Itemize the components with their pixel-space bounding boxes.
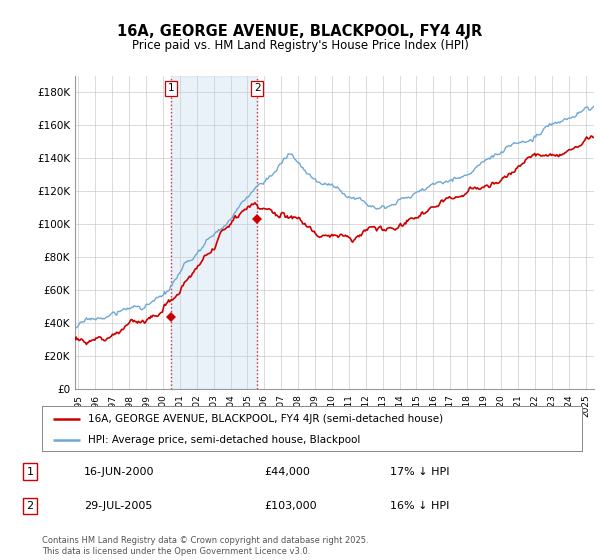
Bar [170,76,257,389]
Text: 16% ↓ HPI: 16% ↓ HPI [390,501,449,511]
Text: Contains HM Land Registry data © Crown copyright and database right 2025.
This d: Contains HM Land Registry data © Crown c… [42,536,368,556]
Text: £44,000: £44,000 [264,467,310,477]
Text: Price paid vs. HM Land Registry's House Price Index (HPI): Price paid vs. HM Land Registry's House … [131,39,469,52]
Text: 16-JUN-2000: 16-JUN-2000 [84,467,155,477]
Text: 2: 2 [254,83,260,94]
Text: 16A, GEORGE AVENUE, BLACKPOOL, FY4 4JR: 16A, GEORGE AVENUE, BLACKPOOL, FY4 4JR [118,24,482,39]
Text: 2: 2 [26,501,34,511]
Text: £103,000: £103,000 [264,501,317,511]
Text: 16A, GEORGE AVENUE, BLACKPOOL, FY4 4JR (semi-detached house): 16A, GEORGE AVENUE, BLACKPOOL, FY4 4JR (… [88,414,443,424]
Text: 1: 1 [26,467,34,477]
Text: 17% ↓ HPI: 17% ↓ HPI [390,467,449,477]
Text: HPI: Average price, semi-detached house, Blackpool: HPI: Average price, semi-detached house,… [88,435,360,445]
Text: 29-JUL-2005: 29-JUL-2005 [84,501,152,511]
Text: 1: 1 [167,83,174,94]
